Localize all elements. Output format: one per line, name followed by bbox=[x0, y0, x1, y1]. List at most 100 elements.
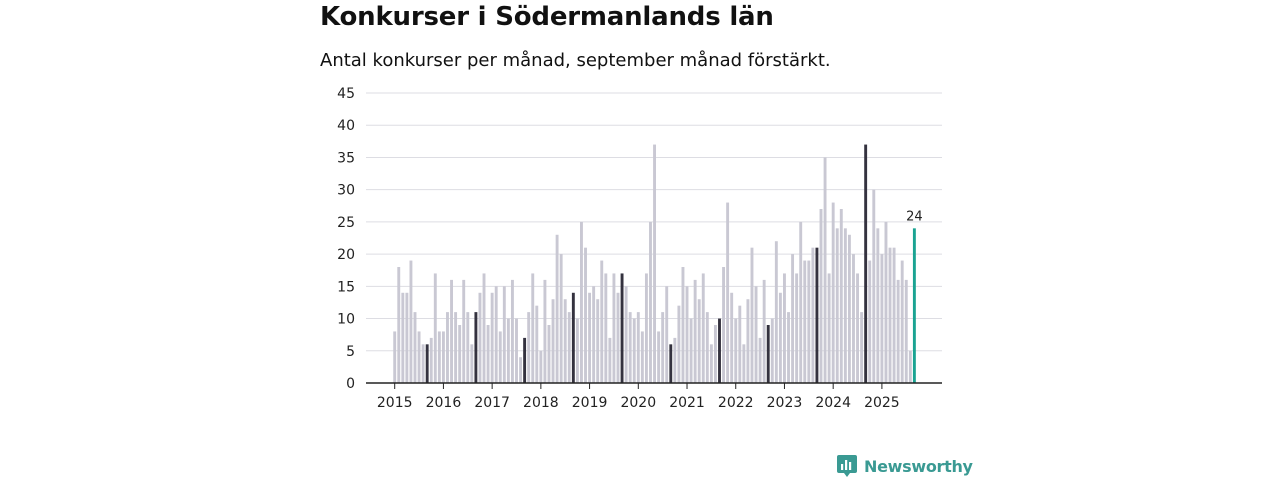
bar-2019-11 bbox=[628, 312, 632, 383]
bar-2016-01 bbox=[441, 331, 445, 383]
bar-2015-03 bbox=[401, 292, 405, 383]
bar-2024-01 bbox=[831, 202, 835, 383]
bar-2018-08 bbox=[567, 312, 571, 383]
bar-2017-02 bbox=[494, 286, 498, 383]
x-tick-label-2024: 2024 bbox=[815, 395, 851, 411]
chart-title: Konkurser i Södermanlands län bbox=[320, 2, 774, 32]
x-tick-label-2023: 2023 bbox=[767, 395, 803, 411]
x-tick-label-2017: 2017 bbox=[474, 395, 510, 411]
bar-2020-05 bbox=[653, 144, 656, 383]
bar-2019-01 bbox=[588, 292, 592, 383]
bar-2015-12 bbox=[437, 331, 441, 383]
bar-2019-07 bbox=[612, 273, 616, 383]
bar-2020-02 bbox=[640, 331, 644, 383]
bar-2023-02 bbox=[787, 312, 790, 383]
bar-2022-11 bbox=[774, 241, 778, 383]
bar-2016-09 bbox=[474, 312, 478, 383]
bar-2015-05 bbox=[409, 260, 413, 383]
bar-2020-12 bbox=[681, 267, 685, 383]
bar-2020-09 bbox=[669, 344, 673, 383]
bar-2023-05 bbox=[799, 221, 803, 383]
bar-2015-09 bbox=[425, 344, 429, 383]
bar-2024-08 bbox=[860, 312, 864, 383]
bar-2019-04 bbox=[600, 260, 604, 383]
bar-2022-12 bbox=[778, 292, 782, 383]
x-tick-label-2019: 2019 bbox=[572, 395, 608, 411]
bar-2016-02 bbox=[446, 312, 449, 383]
bar-2016-03 bbox=[450, 279, 453, 383]
bar-2017-12 bbox=[535, 305, 539, 383]
bar-2020-07 bbox=[661, 312, 665, 383]
x-tick-label-2021: 2021 bbox=[669, 395, 705, 411]
bar-2016-12 bbox=[486, 325, 490, 383]
bar-2025-01 bbox=[880, 254, 884, 383]
bar-2020-03 bbox=[644, 273, 648, 383]
bar-2017-08 bbox=[519, 357, 523, 383]
bar-2019-03 bbox=[596, 299, 600, 383]
x-tick-label-2025: 2025 bbox=[864, 395, 900, 411]
bar-2025-06 bbox=[900, 260, 904, 383]
bar-2017-10 bbox=[527, 312, 531, 383]
bar-2022-04 bbox=[746, 299, 750, 383]
bar-2025-05 bbox=[896, 279, 900, 383]
bar-2021-07 bbox=[709, 344, 713, 383]
bar-2015-08 bbox=[421, 344, 425, 383]
chart-subtitle: Antal konkurser per månad, september mån… bbox=[320, 50, 831, 71]
bar-2022-09 bbox=[766, 325, 770, 383]
bar-2016-11 bbox=[482, 273, 486, 383]
bar-2015-01 bbox=[393, 331, 397, 383]
bar-2018-02 bbox=[543, 279, 547, 383]
y-tick-label-10: 10 bbox=[337, 312, 355, 328]
bar-2022-08 bbox=[762, 279, 766, 383]
bar-2016-08 bbox=[470, 344, 474, 383]
bar-2018-07 bbox=[563, 299, 567, 383]
bar-2025-04 bbox=[892, 247, 896, 383]
bar-2021-06 bbox=[705, 312, 709, 383]
bar-2015-02 bbox=[397, 267, 401, 383]
y-tick-label-0: 0 bbox=[346, 376, 355, 392]
bar-2020-01 bbox=[636, 312, 640, 383]
bar-2018-12 bbox=[584, 247, 587, 383]
bar-2021-12 bbox=[730, 292, 734, 383]
data-label-last: 24 bbox=[906, 209, 923, 224]
bar-2019-02 bbox=[592, 286, 596, 383]
y-tick-label-30: 30 bbox=[337, 183, 355, 199]
y-tick-label-40: 40 bbox=[337, 118, 355, 134]
bar-2016-07 bbox=[466, 312, 470, 383]
bar-2024-10 bbox=[868, 260, 872, 383]
bar-2017-09 bbox=[523, 337, 527, 383]
bar-2017-07 bbox=[515, 318, 518, 383]
bar-2023-04 bbox=[795, 273, 799, 383]
bar-2023-11 bbox=[823, 157, 827, 383]
bar-2017-01 bbox=[490, 292, 494, 383]
x-tick-label-2022: 2022 bbox=[718, 395, 754, 411]
x-tick-label-2018: 2018 bbox=[523, 395, 559, 411]
bar-2021-11 bbox=[726, 202, 730, 383]
bar-2015-10 bbox=[429, 337, 433, 383]
bar-2023-12 bbox=[827, 273, 831, 383]
bar-2019-10 bbox=[624, 286, 628, 383]
bar-2016-05 bbox=[458, 325, 462, 383]
bar-2018-09 bbox=[571, 292, 575, 383]
bar-2021-01 bbox=[685, 286, 689, 383]
bar-2023-07 bbox=[807, 260, 811, 383]
bar-2024-03 bbox=[839, 209, 843, 383]
bar-2017-04 bbox=[502, 286, 506, 383]
bar-2015-06 bbox=[413, 312, 417, 383]
bar-2017-05 bbox=[506, 318, 510, 383]
y-tick-label-25: 25 bbox=[337, 215, 355, 231]
bar-2024-04 bbox=[843, 228, 847, 383]
bar-2025-02 bbox=[884, 221, 888, 383]
y-tick-label-15: 15 bbox=[337, 279, 355, 295]
bar-2024-02 bbox=[835, 228, 839, 383]
bar-2021-10 bbox=[722, 267, 726, 383]
bar-2022-05 bbox=[750, 247, 754, 383]
bar-2020-04 bbox=[649, 221, 652, 383]
bars-layer bbox=[393, 144, 916, 383]
bar-2021-08 bbox=[713, 325, 717, 383]
bar-2021-04 bbox=[697, 299, 701, 383]
bar-2021-03 bbox=[693, 279, 697, 383]
y-tick-label-5: 5 bbox=[346, 344, 355, 360]
